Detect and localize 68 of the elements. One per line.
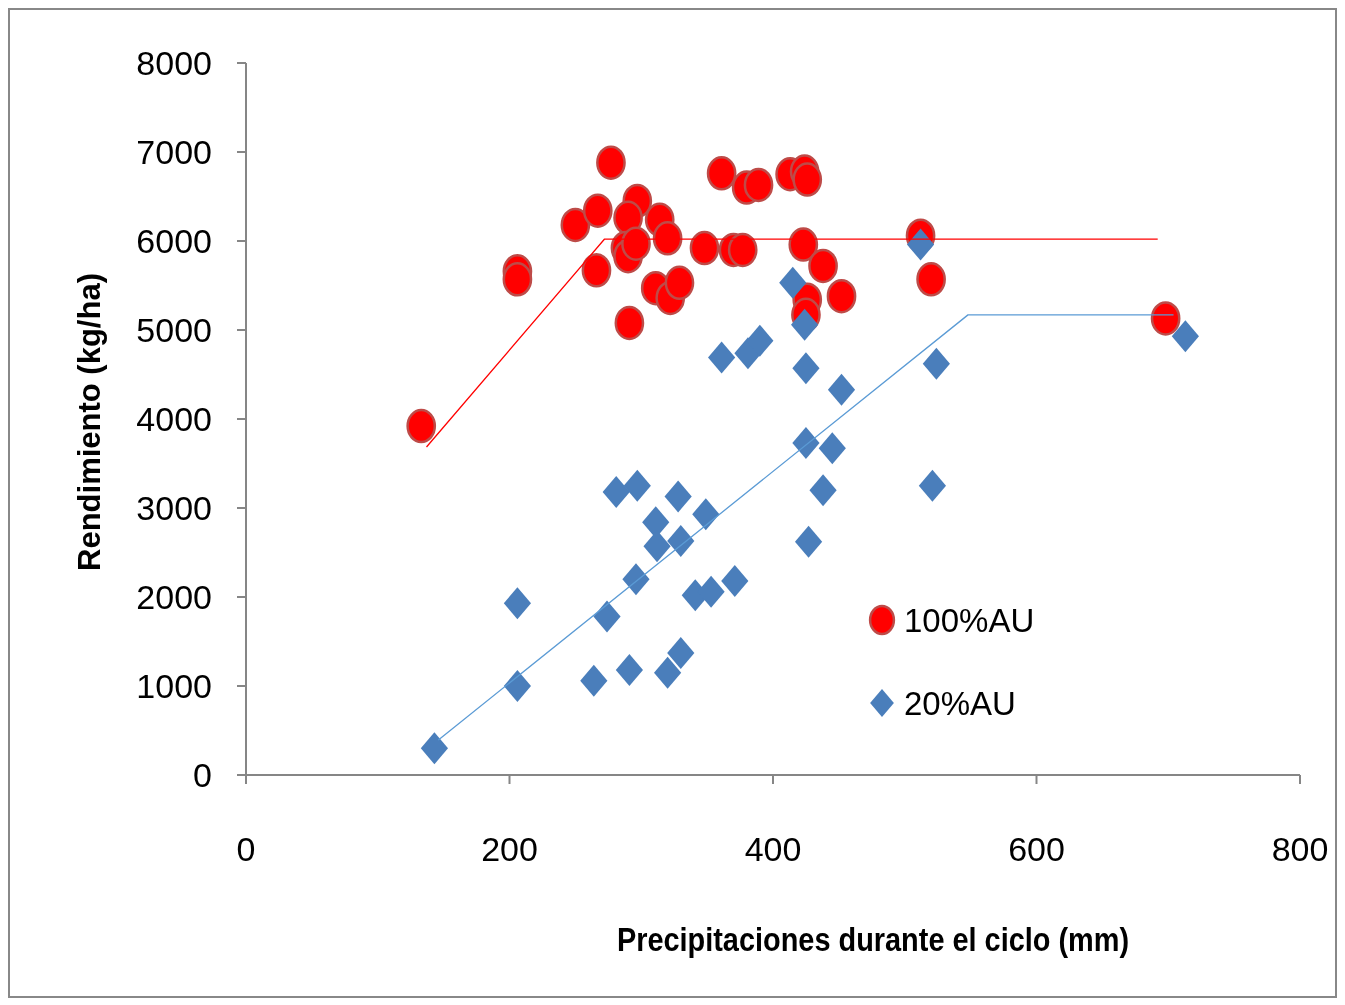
y-tick-label: 1000	[136, 667, 212, 705]
point	[794, 525, 823, 558]
y-tick-label: 7000	[136, 133, 212, 171]
point	[916, 262, 946, 297]
point	[743, 167, 774, 203]
point	[615, 653, 643, 686]
point	[667, 637, 695, 670]
point	[503, 670, 532, 702]
point	[664, 265, 695, 301]
point	[809, 474, 837, 507]
point	[1150, 301, 1181, 336]
legend-label: 100%AU	[904, 601, 1035, 639]
point	[922, 347, 950, 380]
y-tick-label: 2000	[136, 578, 212, 616]
point	[593, 600, 621, 633]
point	[708, 341, 736, 374]
y-tick-label: 3000	[136, 489, 212, 527]
y-tick-label: 6000	[136, 222, 212, 260]
x-tick-label: 800	[1271, 830, 1329, 868]
point	[721, 564, 749, 597]
point	[582, 193, 613, 228]
point	[779, 266, 807, 299]
point	[420, 732, 448, 765]
point	[667, 524, 695, 557]
y-axis-title: Rendimiento (kg/ha)	[72, 273, 107, 571]
x-tick-label: 400	[744, 830, 802, 868]
point	[602, 475, 630, 508]
point	[727, 232, 758, 268]
point	[621, 226, 651, 261]
x-tick-label: 0	[236, 830, 256, 868]
y-tick-label: 8000	[136, 44, 212, 82]
point	[788, 227, 819, 262]
point	[808, 248, 838, 284]
point	[664, 480, 692, 513]
point	[503, 587, 532, 620]
y-tick-label: 0	[193, 756, 212, 794]
point	[622, 563, 650, 596]
point	[580, 664, 608, 697]
point	[818, 432, 846, 465]
legend-label: 20%AU	[904, 684, 1016, 722]
point	[826, 278, 857, 314]
point	[692, 498, 720, 531]
y-tick-label: 5000	[136, 311, 212, 349]
point	[614, 305, 645, 341]
point	[654, 656, 682, 689]
point	[827, 373, 856, 406]
point	[581, 253, 612, 288]
point	[596, 145, 626, 180]
point	[643, 530, 671, 563]
point	[706, 156, 737, 191]
x-tick-label: 600	[1008, 830, 1065, 868]
point	[502, 262, 533, 297]
x-axis-title: Precipitaciones durante el ciclo (mm)	[616, 919, 1130, 959]
point	[792, 352, 820, 385]
point	[406, 408, 437, 444]
x-tick-label: 200	[481, 830, 538, 868]
y-tick-label: 4000	[136, 400, 212, 438]
point	[689, 230, 720, 266]
point	[623, 469, 651, 502]
point	[791, 308, 819, 341]
point	[918, 469, 947, 502]
point	[792, 427, 820, 460]
point	[560, 207, 591, 243]
point	[906, 228, 935, 261]
point	[652, 221, 683, 256]
point	[1171, 320, 1199, 353]
point	[746, 324, 774, 357]
point	[792, 162, 823, 197]
